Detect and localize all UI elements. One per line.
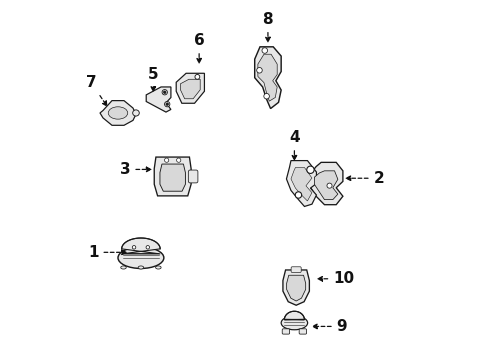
FancyBboxPatch shape [299, 329, 307, 334]
Circle shape [165, 158, 169, 162]
Polygon shape [154, 157, 191, 196]
Polygon shape [160, 164, 185, 191]
Circle shape [176, 158, 181, 162]
Circle shape [132, 246, 136, 249]
Ellipse shape [281, 316, 308, 330]
Text: 8: 8 [263, 12, 273, 42]
FancyBboxPatch shape [188, 170, 198, 183]
Polygon shape [284, 311, 304, 320]
Polygon shape [287, 161, 317, 207]
Circle shape [146, 246, 149, 249]
Text: 7: 7 [86, 76, 107, 106]
Circle shape [195, 75, 200, 79]
Polygon shape [315, 171, 338, 199]
Text: 5: 5 [148, 67, 159, 91]
Circle shape [166, 103, 169, 105]
Polygon shape [309, 162, 343, 205]
FancyBboxPatch shape [291, 267, 301, 273]
Text: 2: 2 [346, 171, 384, 186]
Ellipse shape [118, 247, 164, 269]
Polygon shape [122, 238, 160, 254]
Circle shape [307, 166, 314, 174]
Text: 9: 9 [313, 319, 347, 334]
Text: 10: 10 [318, 271, 354, 286]
Circle shape [257, 68, 262, 73]
Text: 1: 1 [88, 245, 126, 260]
Circle shape [164, 91, 166, 94]
Ellipse shape [133, 110, 139, 116]
Circle shape [295, 192, 302, 198]
Ellipse shape [108, 107, 128, 119]
Circle shape [165, 102, 170, 107]
Circle shape [327, 183, 332, 188]
Polygon shape [283, 270, 309, 305]
Polygon shape [255, 47, 281, 109]
FancyBboxPatch shape [282, 329, 290, 334]
Polygon shape [146, 87, 171, 112]
Ellipse shape [138, 266, 144, 269]
Polygon shape [176, 73, 204, 103]
Circle shape [262, 48, 268, 53]
Polygon shape [258, 54, 277, 101]
Text: 3: 3 [120, 162, 151, 177]
Ellipse shape [121, 266, 126, 269]
Polygon shape [180, 79, 200, 99]
Polygon shape [291, 167, 312, 201]
Ellipse shape [156, 266, 161, 269]
Circle shape [162, 90, 168, 95]
Circle shape [264, 94, 270, 99]
Text: 4: 4 [289, 130, 300, 160]
Polygon shape [287, 275, 306, 301]
Polygon shape [100, 100, 136, 125]
Text: 6: 6 [194, 33, 204, 63]
